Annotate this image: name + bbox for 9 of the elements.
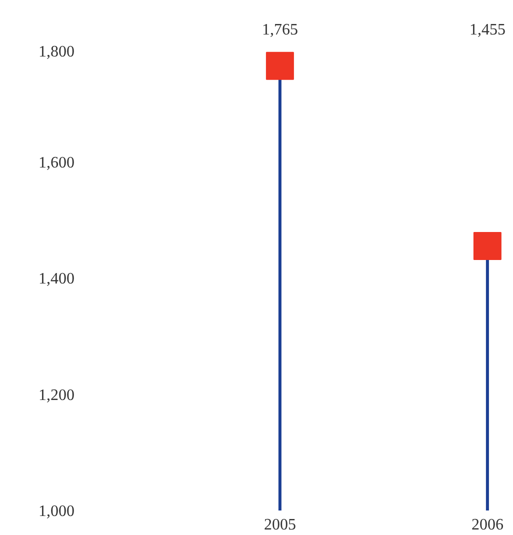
y-tick-label: 1,200 <box>38 386 74 404</box>
y-tick-label: 1,600 <box>38 154 74 172</box>
y-tick-label: 1,000 <box>38 503 74 520</box>
x-tick-label: 2005 <box>264 516 296 534</box>
text: 1,455 <box>469 21 506 38</box>
x-tick-label: 2006 <box>471 516 504 534</box>
y-tick-label: 1,800 <box>38 44 74 60</box>
text: 1,765 <box>262 21 298 38</box>
y-tick-label: 1,400 <box>38 270 74 288</box>
